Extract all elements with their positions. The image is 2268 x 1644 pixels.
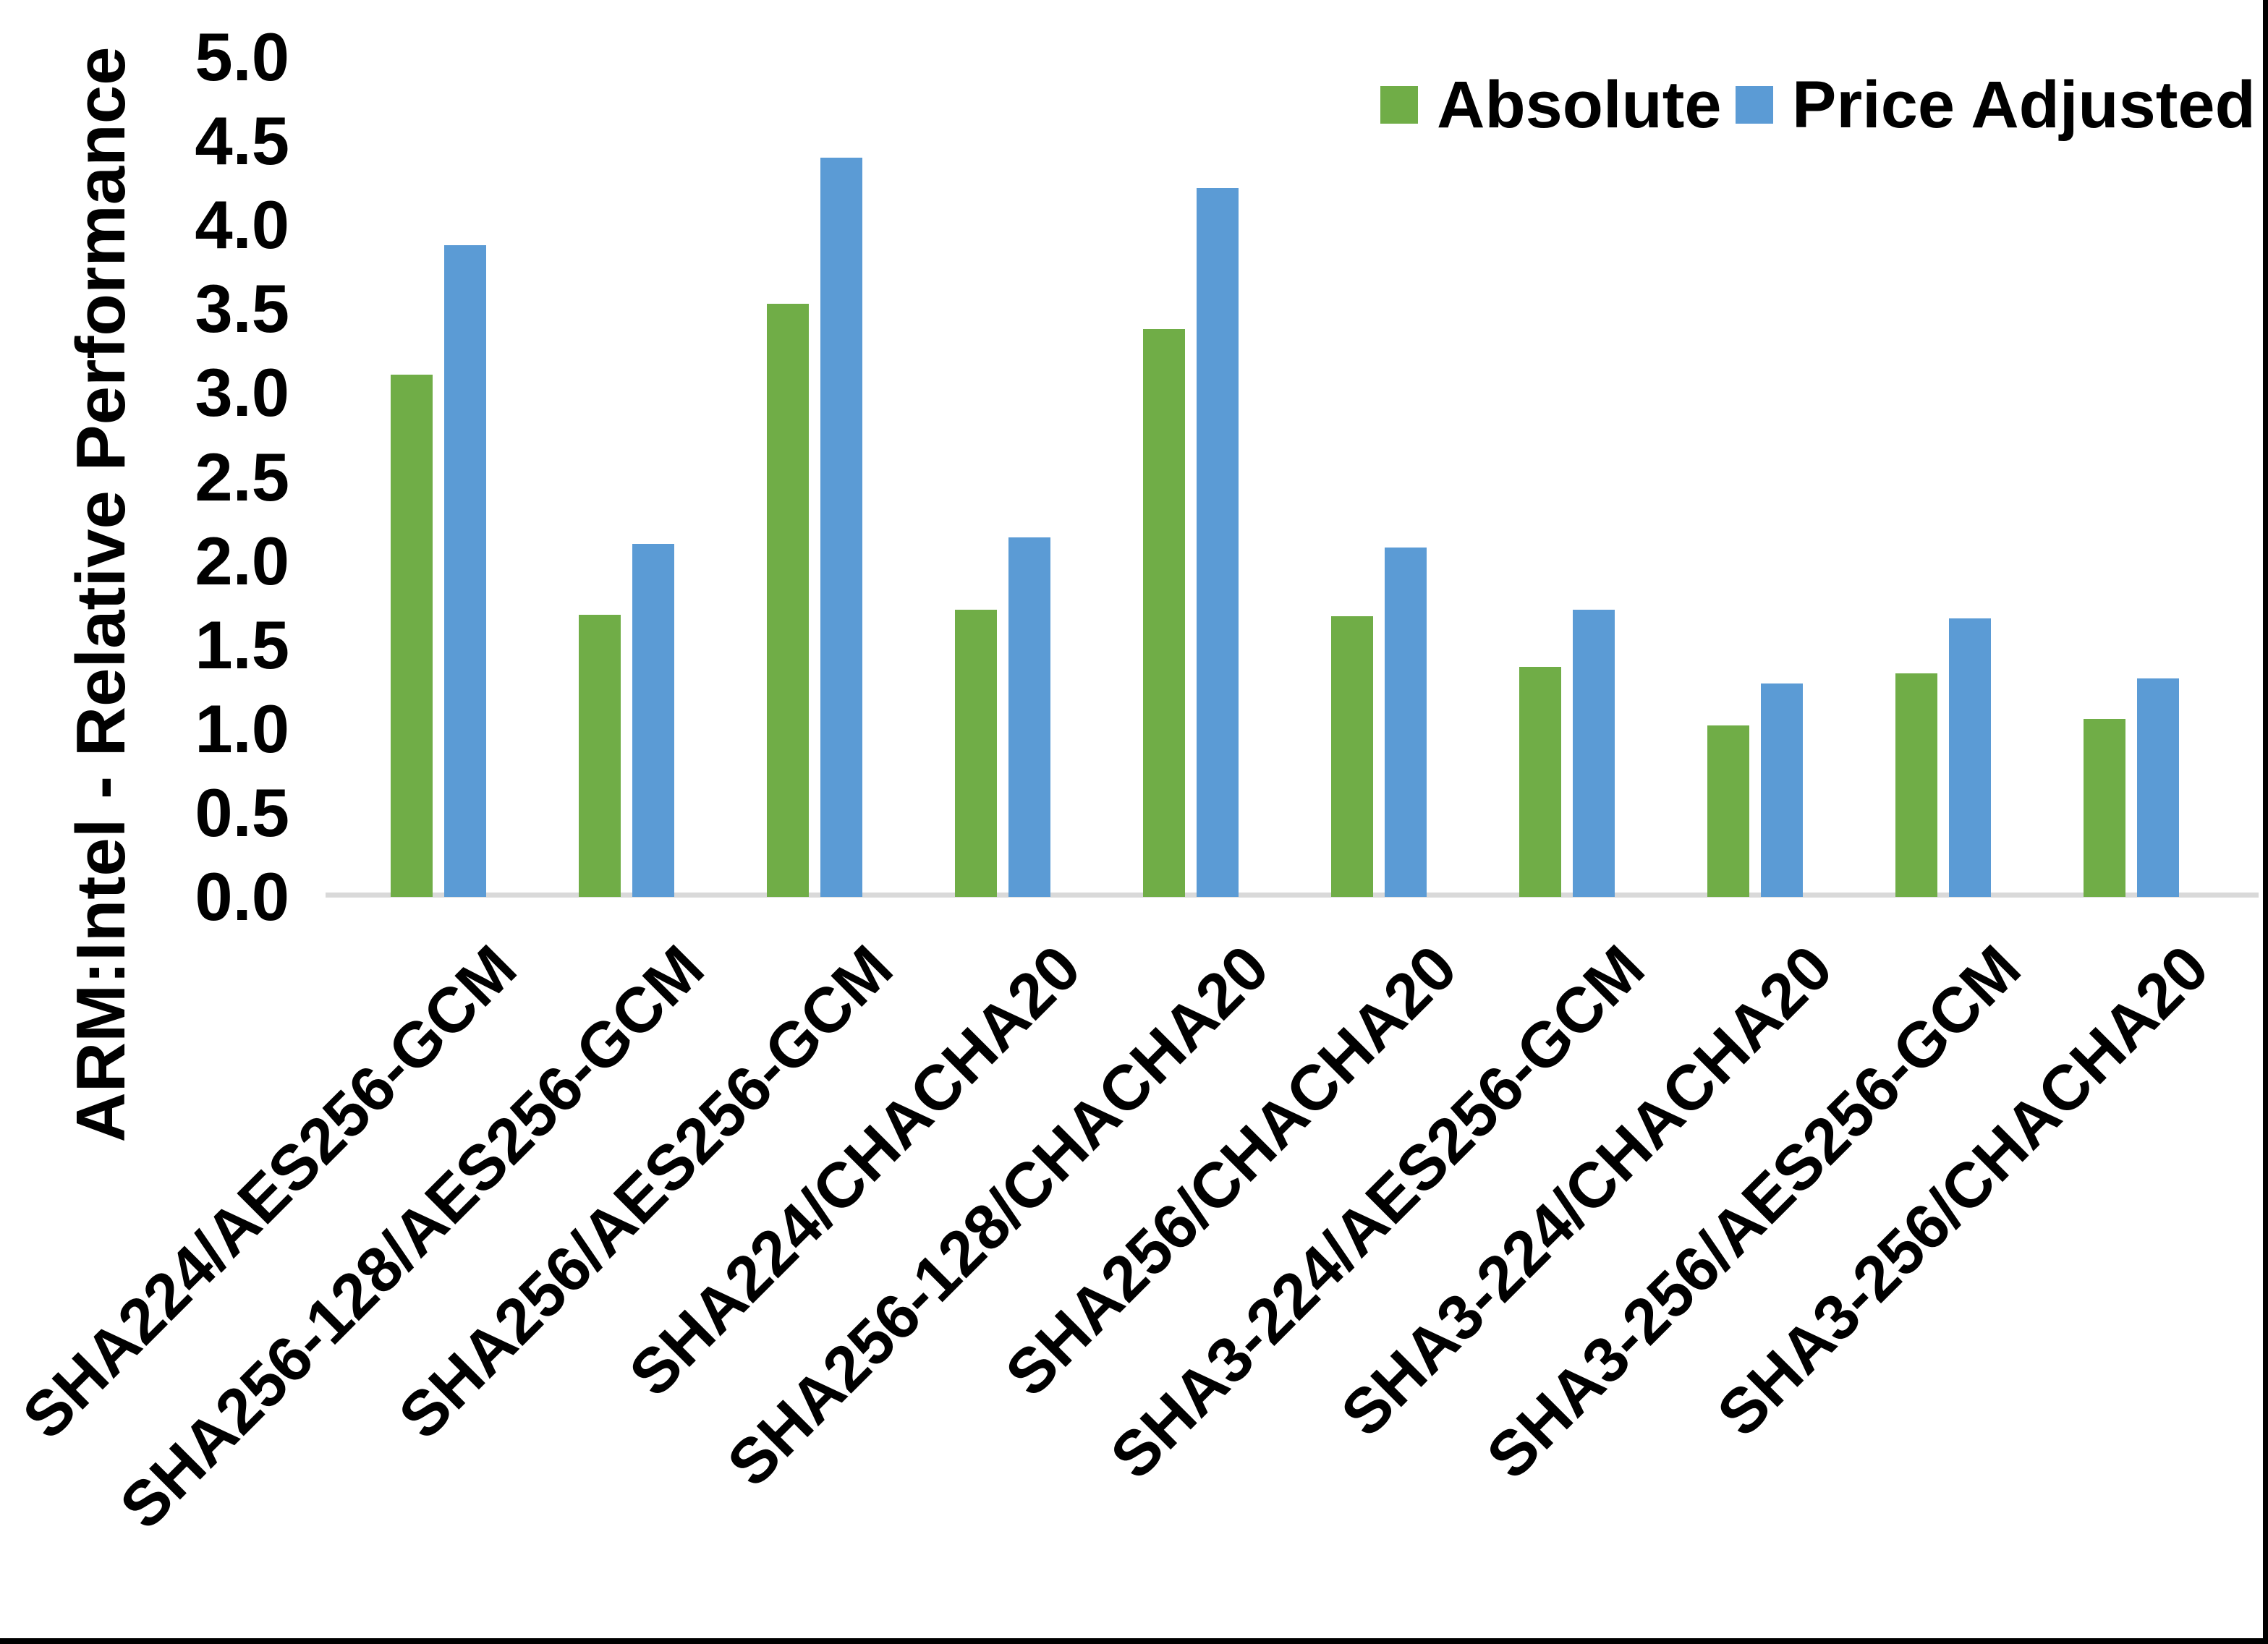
window-edge-right (2263, 0, 2268, 1644)
bar-price-adjusted-7 (1573, 610, 1615, 897)
y-tick-3.0: 3.0 (195, 354, 289, 431)
bar-absolute-4 (955, 610, 997, 897)
bar-absolute-5 (1143, 329, 1185, 897)
y-tick-2.0: 2.0 (195, 522, 289, 599)
y-tick-5.0: 5.0 (195, 19, 289, 95)
y-tick-1.0: 1.0 (195, 690, 289, 767)
legend-label-price-adjusted: Price Adjusted (1792, 67, 2256, 142)
bar-absolute-7 (1519, 667, 1561, 897)
legend-swatch-absolute (1380, 86, 1418, 124)
bar-absolute-6 (1331, 616, 1373, 897)
legend-item-absolute: Absolute (1380, 67, 1722, 142)
bar-price-adjusted-2 (632, 544, 674, 897)
bar-absolute-3 (767, 304, 809, 897)
bar-price-adjusted-10 (2137, 678, 2179, 897)
bar-price-adjusted-9 (1949, 618, 1991, 897)
bar-price-adjusted-3 (820, 158, 862, 897)
bar-absolute-1 (391, 375, 433, 897)
bar-absolute-2 (579, 615, 621, 897)
window-edge-bottom (0, 1638, 2268, 1644)
legend-swatch-price-adjusted (1736, 86, 1773, 124)
bar-price-adjusted-5 (1197, 188, 1239, 897)
x-axis-baseline (326, 893, 2259, 898)
y-tick-3.5: 3.5 (195, 271, 289, 347)
y-tick-1.5: 1.5 (195, 606, 289, 683)
legend-label-absolute: Absolute (1437, 67, 1722, 142)
y-tick-2.5: 2.5 (195, 438, 289, 515)
bar-price-adjusted-1 (444, 245, 486, 897)
y-tick-4.5: 4.5 (195, 103, 289, 179)
y-tick-0.5: 0.5 (195, 774, 289, 851)
bar-price-adjusted-8 (1761, 683, 1803, 897)
bar-absolute-8 (1707, 725, 1749, 897)
legend-item-price-adjusted: Price Adjusted (1736, 67, 2256, 142)
bar-price-adjusted-4 (1008, 537, 1050, 897)
bar-absolute-9 (1895, 673, 1937, 897)
y-tick-4.0: 4.0 (195, 187, 289, 263)
y-tick-0.0: 0.0 (195, 859, 289, 934)
bar-price-adjusted-6 (1385, 548, 1427, 897)
bar-absolute-10 (2084, 719, 2125, 897)
